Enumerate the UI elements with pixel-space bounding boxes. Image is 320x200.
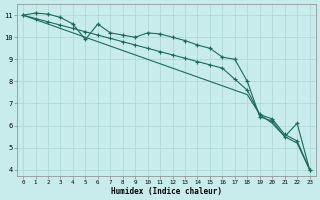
X-axis label: Humidex (Indice chaleur): Humidex (Indice chaleur) <box>111 187 222 196</box>
